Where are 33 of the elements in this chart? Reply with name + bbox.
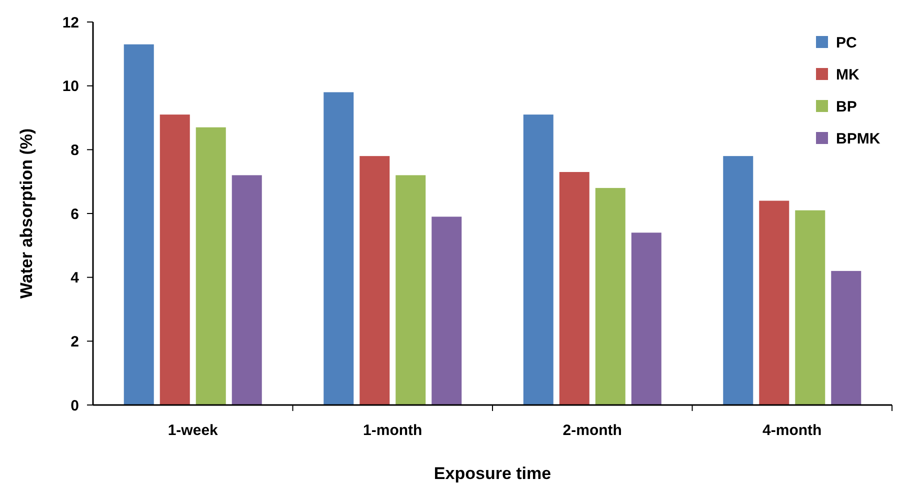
- bar: [360, 156, 390, 405]
- x-tick-label: 2-month: [562, 422, 622, 439]
- x-tick-label: 1-month: [363, 422, 422, 439]
- bar: [324, 92, 354, 405]
- y-tick-label: 0: [70, 397, 79, 414]
- y-tick-label: 10: [62, 78, 79, 96]
- bar: [124, 44, 154, 405]
- y-tick-label: 8: [70, 142, 79, 159]
- bar: [631, 232, 662, 405]
- bar: [723, 156, 754, 405]
- legend-label: BPMK: [836, 130, 880, 148]
- y-axis-title: Water absorption (%): [17, 128, 36, 299]
- bar: [196, 127, 226, 405]
- bar: [523, 114, 554, 405]
- bar: [432, 216, 462, 405]
- y-tick-label: 4: [70, 270, 80, 287]
- bar: [160, 114, 190, 405]
- x-axis-title: Exposure time: [434, 464, 552, 483]
- y-tick-label: 2: [70, 333, 79, 350]
- x-tick-label: 1-week: [168, 422, 219, 439]
- bar: [831, 270, 862, 405]
- y-tick-label: 6: [70, 206, 79, 223]
- x-tick-label: 4-month: [762, 422, 822, 439]
- y-tick-label: 12: [62, 14, 79, 32]
- bar: [759, 200, 790, 405]
- legend-label: MK: [836, 66, 860, 84]
- legend-label: PC: [836, 34, 858, 52]
- legend-label: BP: [836, 98, 857, 116]
- bar: [795, 210, 826, 405]
- bar: [396, 175, 426, 405]
- bar: [559, 172, 590, 405]
- bar: [595, 188, 626, 405]
- bar: [232, 175, 262, 405]
